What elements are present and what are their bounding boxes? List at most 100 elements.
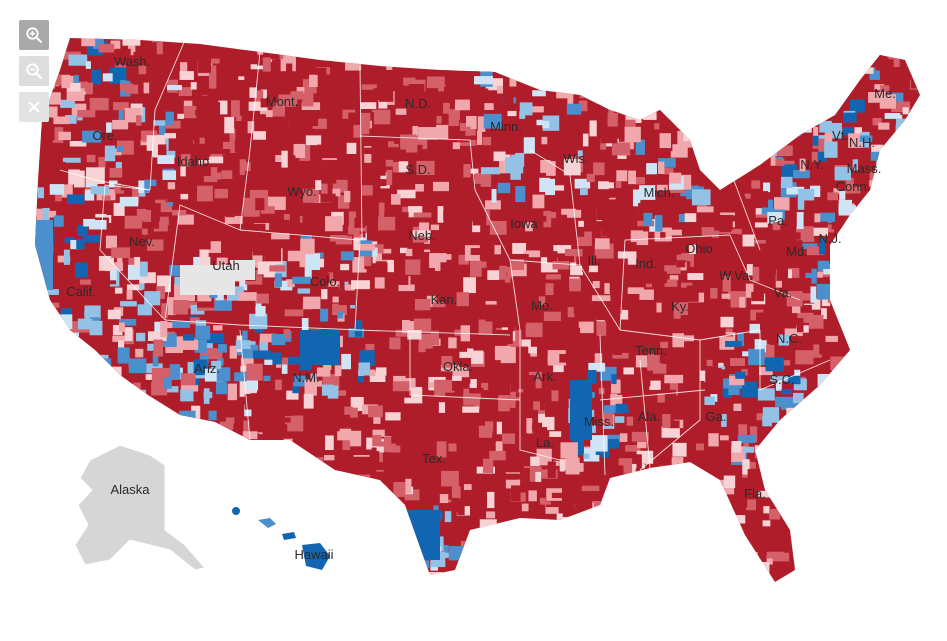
county-patch	[498, 395, 510, 412]
county-patch	[183, 105, 197, 119]
county-patch	[720, 534, 738, 544]
county-patch	[270, 137, 284, 143]
county-patch	[434, 40, 451, 50]
county-patch	[596, 103, 603, 121]
county-patch	[337, 90, 351, 97]
county-patch	[685, 533, 698, 547]
county-patch	[135, 348, 144, 358]
county-patch	[911, 376, 918, 386]
county-patch	[369, 38, 388, 45]
county-patch	[307, 214, 315, 226]
county-patch	[665, 358, 672, 368]
county-patch	[876, 381, 882, 387]
county-patch	[893, 172, 912, 189]
county-patch	[163, 150, 176, 158]
alaska[interactable]	[74, 444, 206, 571]
county-patch	[508, 321, 515, 332]
county-patch	[337, 195, 350, 209]
county-patch	[540, 160, 551, 173]
county-patch	[338, 518, 353, 528]
zoom-out-button[interactable]	[19, 56, 49, 86]
county-patch	[841, 367, 861, 380]
county-patch	[868, 91, 886, 103]
zoom-in-icon	[26, 27, 43, 44]
county-patch	[889, 237, 905, 245]
county-patch	[816, 510, 829, 519]
county-patch	[865, 352, 880, 358]
county-patch	[661, 426, 680, 438]
county-patch	[329, 572, 348, 582]
county-patch	[608, 98, 622, 114]
county-patch	[374, 385, 386, 395]
county-patch	[172, 423, 188, 437]
county-patch	[234, 140, 247, 153]
county-patch	[510, 46, 525, 64]
county-patch	[915, 411, 920, 424]
county-patch	[37, 528, 47, 537]
county-patch	[703, 405, 722, 421]
county-patch	[62, 387, 80, 401]
county-patch	[671, 457, 684, 470]
county-patch	[664, 265, 681, 274]
county-patch	[832, 418, 839, 432]
county-patch	[588, 470, 607, 478]
county-patch	[876, 476, 888, 483]
county-patch	[565, 342, 574, 356]
county-patch	[189, 437, 197, 453]
county-patch	[460, 553, 468, 564]
county-patch	[471, 343, 479, 352]
county-patch	[119, 318, 137, 326]
county-patch	[626, 303, 642, 311]
county-patch	[787, 267, 800, 278]
contiguous-us[interactable]	[35, 35, 941, 601]
county-patch	[553, 360, 564, 373]
county-patch	[322, 43, 331, 58]
county-patch	[725, 215, 742, 222]
county-patch	[798, 73, 808, 82]
county-patch	[884, 549, 896, 566]
county-patch	[81, 358, 99, 365]
county-patch	[387, 141, 399, 148]
county-patch	[687, 380, 705, 387]
county-patch	[507, 103, 526, 116]
county-patch	[335, 455, 344, 464]
hawaii[interactable]	[232, 507, 330, 570]
county-patch	[834, 378, 851, 387]
county-patch	[900, 484, 911, 501]
county-patch	[773, 310, 781, 327]
county-patch	[58, 455, 75, 471]
state-label: La.	[536, 435, 554, 450]
county-patch	[793, 170, 810, 179]
county-patch	[549, 211, 557, 219]
county-patch	[771, 469, 779, 475]
county-patch	[149, 186, 166, 194]
county-patch	[825, 335, 838, 345]
zoom-in-button[interactable]	[19, 20, 49, 50]
county-patch	[751, 60, 764, 73]
county-patch	[310, 488, 324, 505]
close-button[interactable]	[19, 92, 49, 122]
county-patch	[193, 359, 208, 376]
county-patch	[642, 112, 657, 120]
county-patch	[375, 367, 387, 376]
county-patch	[532, 525, 540, 540]
county-patch	[841, 38, 853, 52]
county-patch	[642, 554, 656, 564]
county-patch	[618, 465, 624, 475]
county-patch	[658, 490, 672, 503]
county-patch	[856, 521, 867, 534]
county-patch	[180, 486, 187, 501]
county-patch	[728, 62, 735, 74]
county-patch	[819, 455, 830, 471]
county-patch	[271, 445, 290, 458]
county-patch	[781, 282, 793, 292]
county-patch	[708, 433, 719, 447]
county-patch	[649, 422, 669, 429]
county-patch	[740, 61, 757, 73]
county-patch	[181, 373, 196, 386]
county-patch	[922, 82, 931, 95]
county-patch	[275, 473, 287, 484]
county-patch	[617, 258, 628, 266]
